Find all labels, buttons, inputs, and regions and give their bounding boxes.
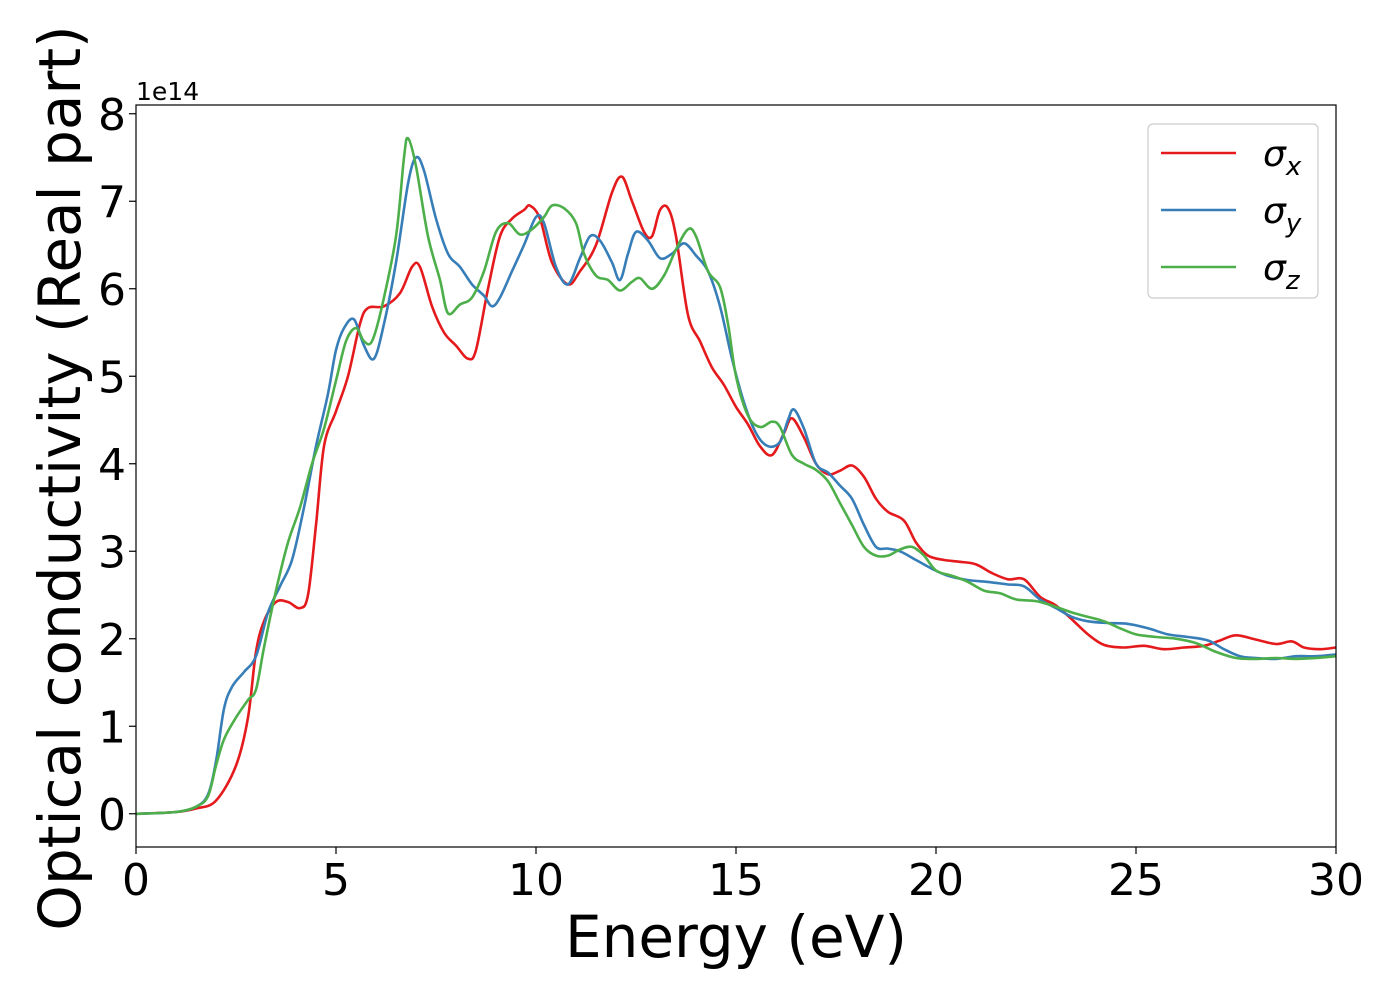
y-tick-label: 4	[98, 440, 126, 491]
plot-background	[136, 105, 1336, 847]
series-line-x	[136, 175, 1336, 816]
legend-label-x: σx	[1263, 134, 1302, 182]
legend-label-y: σy	[1263, 191, 1302, 239]
x-tick-label: 25	[1108, 855, 1164, 906]
series-layer	[136, 136, 1336, 816]
x-axis-label: Energy (eV)	[565, 903, 907, 971]
x-tick-label: 30	[1308, 855, 1364, 906]
y-tick-label: 3	[98, 527, 126, 578]
x-tick-label: 10	[508, 855, 564, 906]
y-tick-label: 6	[98, 265, 126, 316]
y-tick-label: 2	[98, 615, 126, 666]
y-tick-label: 0	[98, 790, 126, 841]
y-tick-label: 1	[98, 702, 126, 753]
y-tick-label: 7	[98, 177, 126, 228]
x-tick-label: 0	[122, 855, 150, 906]
y-tick-label: 8	[98, 90, 126, 141]
y-axis: 0 1 2 3 4 5 6 7 8	[98, 90, 136, 841]
legend: σx σy σz	[1147, 123, 1319, 299]
legend-label-z: σz	[1263, 248, 1301, 296]
x-axis: 0 5 10 15 20 25 30	[122, 847, 1364, 906]
x-tick-label: 15	[708, 855, 764, 906]
x-tick-label: 5	[322, 855, 350, 906]
y-axis-label: Optical conductivity (Real part)	[26, 25, 94, 930]
y-tick-label: 5	[98, 352, 126, 403]
x-tick-label: 20	[908, 855, 964, 906]
y-scale-label: 1e14	[136, 77, 199, 106]
series-line-z	[136, 136, 1336, 816]
